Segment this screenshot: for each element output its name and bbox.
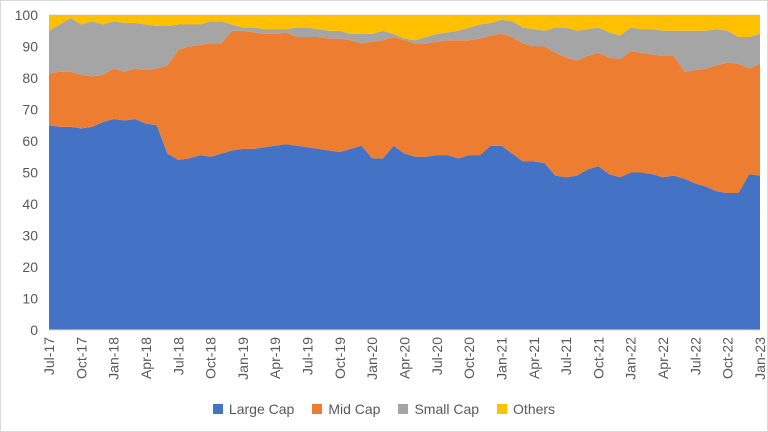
y-tick-label: 90 xyxy=(22,39,38,55)
legend-item-small-cap: Small Cap xyxy=(398,401,479,417)
x-tick-label: Jan-21 xyxy=(493,337,509,380)
y-tick-label: 30 xyxy=(22,228,38,244)
x-tick-label: Oct-18 xyxy=(203,337,219,379)
y-tick-label: 80 xyxy=(22,70,38,86)
area-small-cap xyxy=(49,18,760,77)
y-tick-label: 60 xyxy=(22,133,38,149)
y-tick-label: 20 xyxy=(22,259,38,275)
x-tick-label: Apr-19 xyxy=(267,337,283,379)
x-tick-label: Apr-20 xyxy=(397,337,413,379)
x-tick-label: Jul-18 xyxy=(170,337,186,375)
x-tick-label: Jul-19 xyxy=(300,337,316,375)
legend-item-mid-cap: Mid Cap xyxy=(312,401,380,417)
x-tick-label: Oct-19 xyxy=(332,337,348,379)
y-tick-label: 0 xyxy=(30,322,38,338)
legend-label: Small Cap xyxy=(414,401,480,417)
x-tick-label: Jul-21 xyxy=(558,337,574,375)
x-tick-label: Jul-22 xyxy=(687,337,703,375)
legend-label: Others xyxy=(513,401,556,417)
series-areas xyxy=(49,15,760,331)
y-tick-label: 70 xyxy=(22,102,38,118)
y-axis-ticks: 0 10 20 30 40 50 60 70 80 90 100 xyxy=(15,7,39,338)
x-tick-label: Oct-20 xyxy=(461,337,477,379)
legend-label: Large Cap xyxy=(228,401,295,417)
x-tick-label: Oct-22 xyxy=(720,337,736,379)
legend-item-others: Others xyxy=(497,401,555,417)
x-axis-ticks: Jul-17 Oct-17 Jan-18 Apr-18 Jul-18 Oct-18 Jan-… xyxy=(41,337,768,380)
x-tick-label: Apr-21 xyxy=(526,337,542,379)
x-tick-label: Jan-19 xyxy=(235,337,251,380)
x-tick-label: Jul-17 xyxy=(41,337,57,375)
y-tick-label: 50 xyxy=(22,165,38,181)
legend-swatch xyxy=(497,404,508,414)
y-tick-label: 10 xyxy=(22,291,38,307)
legend-label: Mid Cap xyxy=(328,401,381,417)
x-tick-label: Jul-20 xyxy=(429,337,445,375)
area-mid-cap xyxy=(49,30,760,193)
area-others xyxy=(49,15,760,41)
legend-swatch xyxy=(398,404,409,414)
x-tick-label: Jan-20 xyxy=(364,337,380,380)
x-tick-label: Apr-18 xyxy=(138,337,154,379)
x-tick-label: Oct-17 xyxy=(73,337,89,379)
x-tick-label: Oct-21 xyxy=(590,337,606,379)
x-tick-label: Jan-22 xyxy=(623,337,639,380)
area-large-cap xyxy=(49,118,760,330)
legend-swatch xyxy=(312,404,323,414)
x-tick-label: Apr-22 xyxy=(655,337,671,379)
legend: Large Cap Mid Cap Small Cap Others xyxy=(0,401,768,417)
legend-swatch xyxy=(212,404,223,414)
legend-item-large-cap: Large Cap xyxy=(212,401,295,417)
x-tick-label: Jan-18 xyxy=(106,337,122,380)
x-tick-label: Jan-23 xyxy=(752,337,768,380)
y-tick-label: 40 xyxy=(22,196,38,212)
y-tick-label: 100 xyxy=(15,7,39,23)
